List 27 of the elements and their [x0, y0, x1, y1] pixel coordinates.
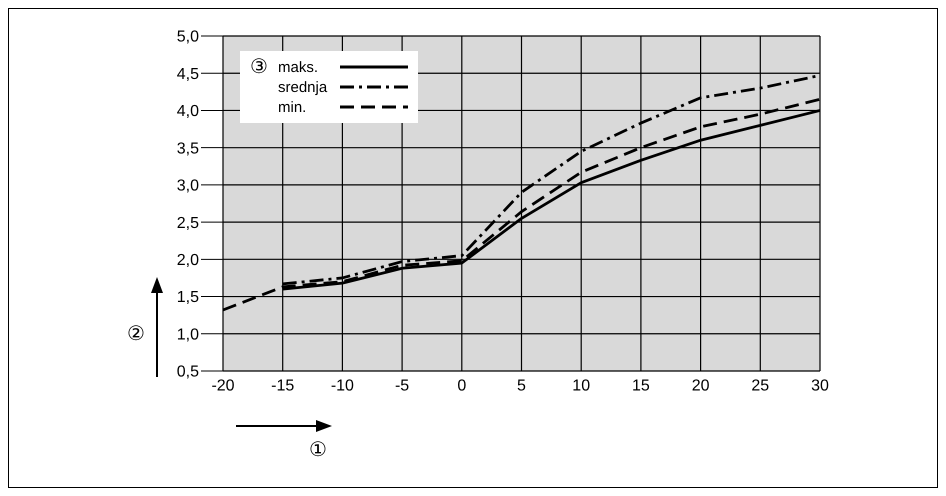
x-tick-label: 5 [517, 377, 526, 394]
x-tick-label: 10 [572, 377, 590, 394]
x-tick-label: -15 [271, 377, 294, 394]
x-tick-label: -10 [330, 377, 354, 394]
y-tick-label: 4,0 [176, 103, 200, 120]
x-tick-label: 25 [751, 377, 770, 394]
legend-label: maks. [278, 58, 320, 76]
y-tick-label: 4,5 [176, 66, 200, 83]
y-axis-title: ② [127, 322, 145, 346]
y-tick-label: 0,5 [176, 364, 200, 381]
x-tick-label: 0 [457, 377, 466, 394]
y-tick-label: 1,0 [176, 326, 200, 344]
legend-label: min. [278, 98, 308, 116]
y-tick-label: 2,5 [176, 214, 200, 232]
y-tick-label: 5,0 [176, 28, 200, 46]
x-tick-label: -5 [394, 377, 410, 394]
x-tick-label: -20 [211, 377, 235, 394]
x-tick-label: 30 [811, 377, 829, 394]
y-tick-label: 3,5 [176, 140, 200, 158]
x-axis-title: ① [309, 438, 327, 462]
legend-title: ③ [250, 56, 268, 80]
x-tick-label: 20 [692, 377, 710, 394]
y-tick-label: 3,0 [176, 178, 200, 195]
legend-label: srednja [278, 78, 328, 96]
y-tick-label: 1,5 [176, 289, 200, 306]
y-tick-label: 2,0 [176, 252, 200, 270]
x-tick-label: 15 [632, 377, 650, 394]
